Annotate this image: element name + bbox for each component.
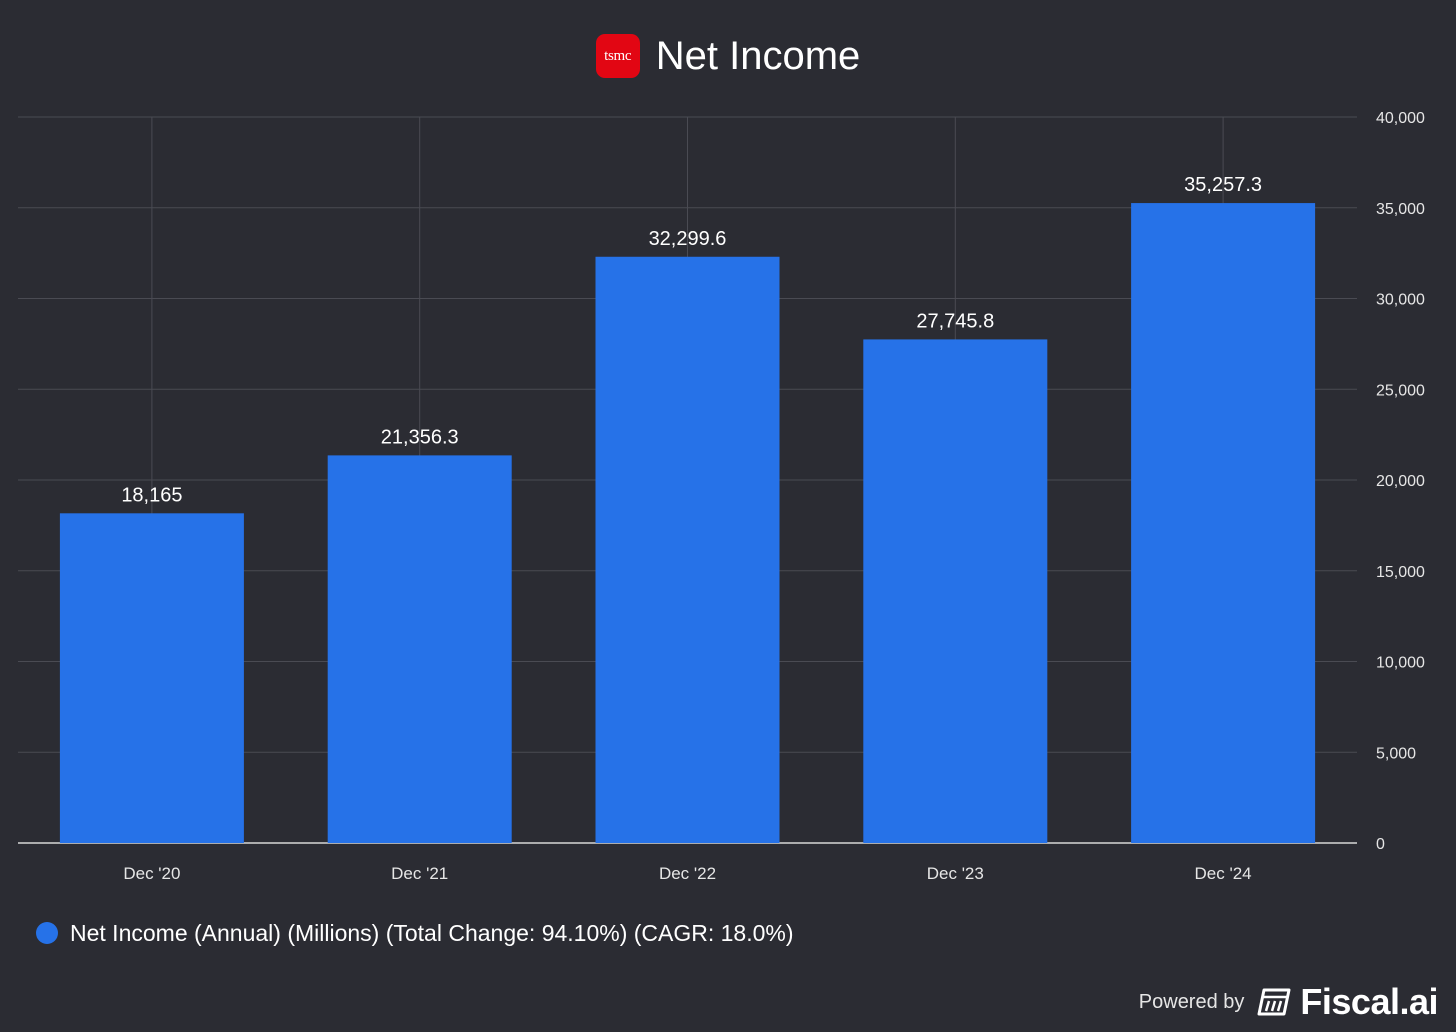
bar-value-label: 35,257.3 [1184,174,1262,196]
x-tick-label: Dec '23 [927,864,984,883]
bar[interactable] [59,513,244,843]
y-tick-label: 5,000 [1376,745,1416,762]
chart-header: tsmc Net Income [0,26,1456,86]
bar-chart: 18,165 21,356.3 32,299.6 27,745.8 35,257.3 0… [18,110,1425,883]
bar-value-label: 32,299.6 [649,228,727,250]
x-axis-ticks: Dec '20 Dec '21 Dec '22 Dec '23 Dec '24 [123,864,1251,883]
y-axis-ticks: 0 5,000 10,000 15,000 20,000 25,000 30,000 35,0… [1376,110,1425,853]
x-tick-label: Dec '24 [1195,864,1252,883]
y-tick-label: 35,000 [1376,201,1425,218]
fiscal-calculator-icon [1257,988,1291,1016]
y-tick-label: 40,000 [1376,110,1425,127]
legend-label: Net Income (Annual) (Millions) (Total Ch… [70,919,794,946]
bar-value-label: 27,745.8 [916,310,994,332]
bar-value-label: 18,165 [121,484,182,506]
x-tick-label: Dec '22 [659,864,716,883]
y-tick-label: 10,000 [1376,655,1425,672]
bars [59,203,1316,843]
bar[interactable] [595,256,780,843]
y-tick-label: 0 [1376,836,1385,853]
bar[interactable] [327,455,512,843]
x-tick-label: Dec '21 [391,864,448,883]
bar[interactable] [1131,203,1316,843]
bar-value-label: 21,356.3 [381,426,459,448]
tsmc-logo: tsmc [595,34,640,78]
chart-title: Net Income [655,33,861,78]
legend[interactable]: Net Income (Annual) (Millions) (Total Ch… [36,918,794,948]
fiscal-brand-name: Fiscal.ai [1300,981,1438,1022]
bar[interactable] [863,339,1048,843]
legend-marker-icon [36,922,58,944]
y-tick-label: 20,000 [1376,473,1425,490]
data-labels: 18,165 21,356.3 32,299.6 27,745.8 35,257.3 [121,174,1262,506]
powered-by-text: Powered by [1138,990,1245,1013]
y-tick-label: 15,000 [1376,564,1425,581]
x-tick-label: Dec '20 [123,864,180,883]
y-tick-label: 30,000 [1376,292,1425,309]
y-tick-label: 25,000 [1376,382,1425,399]
powered-by-brand[interactable]: Powered by Fiscal.ai [1138,981,1439,1022]
